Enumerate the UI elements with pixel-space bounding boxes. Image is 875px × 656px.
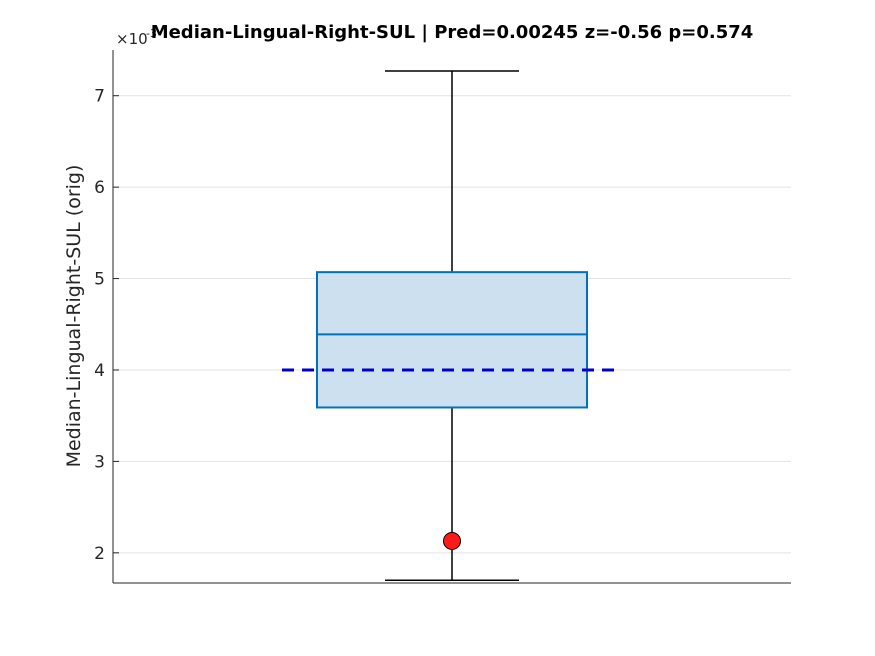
- y-tick-label-7: 7: [94, 87, 105, 107]
- y-tick-label-4: 4: [94, 361, 105, 381]
- box-group: [282, 70, 622, 582]
- y-tick-label-3: 3: [94, 452, 105, 472]
- y-exponent-power: -3: [146, 27, 157, 40]
- y-tick-label-5: 5: [94, 270, 105, 290]
- prediction-marker: [443, 531, 461, 550]
- y-axis-label: Median-Lingual-Right-SUL (orig): [63, 165, 85, 468]
- axes: [112, 50, 791, 584]
- y-tick-label-6: 6: [94, 178, 105, 198]
- y-ticks: 2 3 4 5 6 7: [94, 87, 119, 564]
- y-exponent-base: ×10: [116, 30, 148, 48]
- y-tick-label-2: 2: [94, 544, 105, 564]
- chart-title: Median-Lingual-Right-SUL | Pred=0.00245 …: [151, 22, 754, 43]
- interquartile-box: [316, 271, 588, 409]
